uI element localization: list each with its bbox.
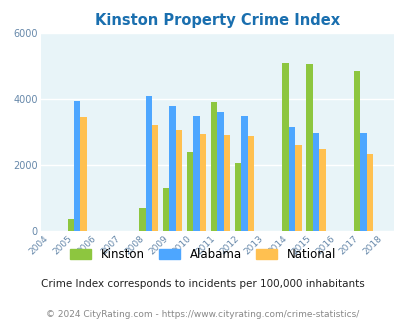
Bar (353, 71, 360, 231)
Bar (139, 208, 145, 231)
Bar (193, 115, 199, 231)
Bar (217, 112, 223, 231)
Bar (223, 135, 230, 231)
Bar (145, 96, 152, 231)
Bar (74, 101, 80, 231)
Bar (288, 127, 294, 231)
Bar (175, 130, 182, 231)
Bar (234, 163, 241, 231)
Text: Crime Index corresponds to incidents per 100,000 inhabitants: Crime Index corresponds to incidents per… (41, 279, 364, 289)
Bar (247, 136, 254, 231)
Bar (80, 117, 87, 231)
Bar (294, 145, 301, 231)
Bar (210, 102, 217, 231)
Bar (199, 134, 206, 231)
Bar (186, 152, 193, 231)
Bar (305, 64, 312, 231)
Bar (281, 63, 288, 231)
Bar (241, 115, 247, 231)
Bar (169, 106, 175, 231)
Bar (360, 133, 366, 231)
Bar (318, 149, 325, 231)
Text: © 2024 CityRating.com - https://www.cityrating.com/crime-statistics/: © 2024 CityRating.com - https://www.city… (46, 310, 359, 319)
Bar (152, 125, 158, 231)
Legend: Kinston, Alabama, National: Kinston, Alabama, National (65, 244, 340, 266)
Title: Kinston Property Crime Index: Kinston Property Crime Index (94, 13, 339, 28)
Bar (312, 133, 318, 231)
Bar (366, 154, 372, 231)
Bar (163, 188, 169, 231)
Bar (67, 219, 74, 231)
